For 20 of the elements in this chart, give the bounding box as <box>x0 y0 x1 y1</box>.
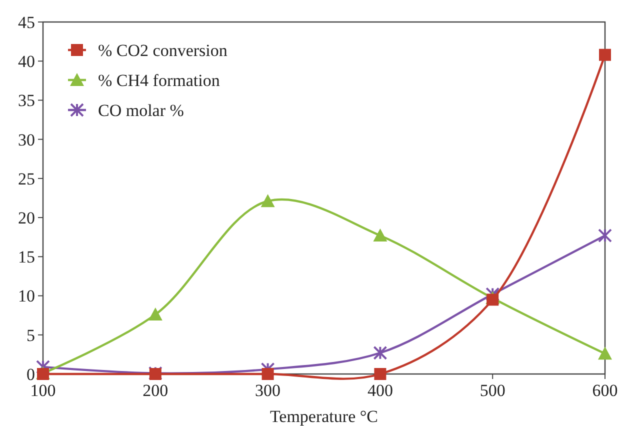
y-tick-label: 15 <box>18 248 35 267</box>
y-tick-label: 20 <box>18 208 35 228</box>
y-tick-label: 10 <box>18 286 35 306</box>
x-tick-label: 500 <box>480 381 506 400</box>
x-axis-title: Temperature °C <box>270 407 378 426</box>
legend-label: % CO2 conversion <box>98 40 228 60</box>
y-tick-label: 0 <box>26 364 35 384</box>
y-tick-label: 30 <box>18 130 35 150</box>
x-tick-label: 200 <box>142 381 168 400</box>
x-tick-label: 600 <box>592 381 618 400</box>
x-tick-label: 100 <box>30 381 56 400</box>
x-tick-label: 300 <box>255 381 281 400</box>
y-tick-label: 5 <box>26 326 35 345</box>
y-tick-label: 25 <box>18 169 35 188</box>
y-tick-label: 40 <box>18 52 35 72</box>
legend-label: CO molar % <box>98 100 184 120</box>
x-tick-label: 400 <box>367 381 393 400</box>
legend-label: % CH4 formation <box>98 70 220 90</box>
y-tick-label: 45 <box>18 12 35 32</box>
y-tick-label: 35 <box>18 91 35 110</box>
